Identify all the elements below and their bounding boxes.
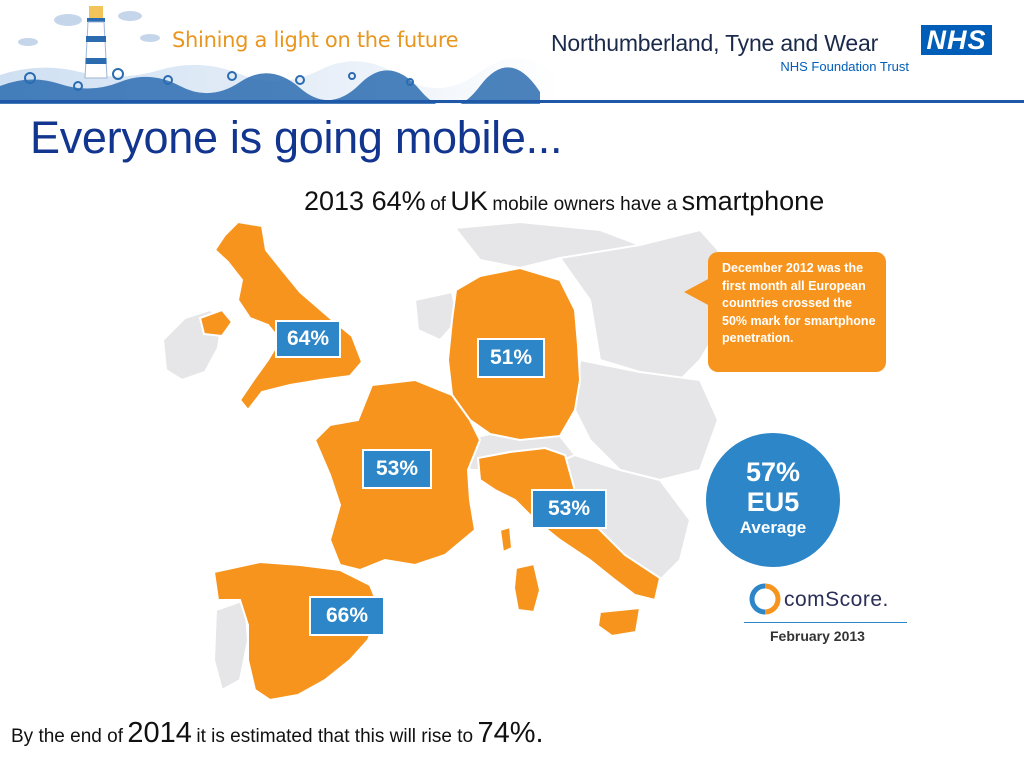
average-group: EU5	[746, 487, 800, 517]
footer-value: 74%.	[477, 717, 544, 749]
footer-part2: it is estimated that this will rise to	[196, 726, 474, 747]
map-portugal	[212, 598, 250, 692]
comscore-logo-icon	[749, 583, 781, 615]
label-italy: 53%	[531, 489, 607, 529]
label-uk: 64%	[275, 320, 341, 358]
footer-part1: By the end of	[11, 726, 123, 747]
map-northern-ireland	[198, 308, 234, 338]
footer-year: 2014	[127, 717, 192, 749]
callout-pointer	[684, 278, 710, 306]
callout-box	[708, 252, 886, 372]
lighthouse-icon	[84, 6, 108, 79]
map-uk	[213, 220, 364, 412]
subtitle-device: smartphone	[681, 186, 825, 216]
subtitle-country: UK	[450, 186, 488, 216]
subtitle-middle: mobile owners have a	[492, 194, 678, 215]
header-divider	[0, 100, 1024, 103]
map-east-europe	[558, 228, 719, 382]
eu5-average-badge: 57% EU5 Average	[706, 433, 840, 567]
source-date: February 2013	[770, 628, 865, 644]
source-divider	[744, 622, 907, 623]
map-benelux	[413, 290, 460, 342]
trust-name: NHS Foundation Trust	[780, 59, 909, 74]
map-sardinia	[512, 562, 542, 614]
label-spain: 66%	[309, 596, 385, 636]
wave-banner	[0, 0, 1024, 104]
slide-title: Everyone is going mobile...	[30, 112, 563, 163]
label-france: 53%	[362, 449, 432, 489]
average-label: Average	[739, 518, 807, 537]
subtitle-year-value: 2013 64%	[304, 186, 426, 216]
slide-subtitle: 2013 64% of UK mobile owners have a smar…	[304, 186, 824, 217]
label-germany: 51%	[477, 338, 545, 378]
footer-statement: By the end of 2014 it is estimated that …	[11, 717, 544, 750]
comscore-brand: comScore.	[784, 588, 889, 611]
map-corsica	[498, 525, 514, 554]
map-sicily	[596, 606, 642, 638]
slide-header: Shining a light on the future Northumber…	[0, 0, 1024, 104]
organisation-name: Northumberland, Tyne and Wear	[551, 30, 879, 56]
callout-text: December 2012 was the first month all Eu…	[722, 261, 876, 345]
map-central-east	[573, 358, 720, 482]
europe-map	[161, 220, 720, 702]
average-value: 57%	[745, 457, 801, 487]
header-tagline: Shining a light on the future	[172, 28, 459, 52]
nhs-logo: NHS	[921, 25, 992, 55]
subtitle-of: of	[430, 194, 446, 215]
